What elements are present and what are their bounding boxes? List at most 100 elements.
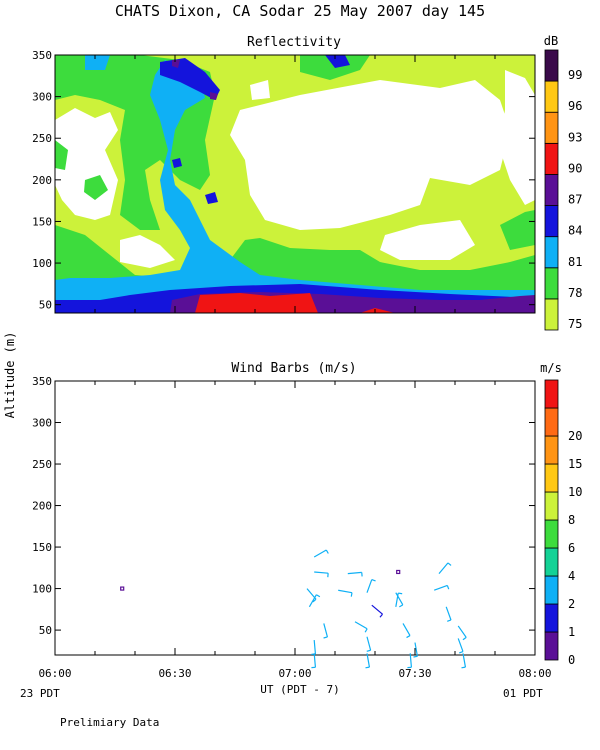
refl-purple-spot2 — [210, 92, 218, 100]
refl-cbar-label: 90 — [568, 161, 582, 175]
refl-ytick-label: 200 — [32, 174, 52, 187]
x-axis-label: UT (PDT - 7) — [260, 683, 339, 696]
wind-barb-shaft — [438, 562, 449, 575]
refl-white-center — [230, 80, 510, 230]
wind-barb-flag — [447, 619, 452, 622]
wind-cbar-swatch — [544, 631, 559, 661]
refl-white-low — [120, 235, 175, 268]
wind-ytick-label: 200 — [32, 500, 52, 513]
wind-barb-shaft — [308, 594, 317, 608]
wind-barb-shaft — [366, 636, 372, 651]
wind-barb-shaft — [395, 592, 404, 606]
refl-ytick-label: 100 — [32, 257, 52, 270]
wind-cbar-label: 15 — [568, 457, 582, 471]
reflectivity-field — [55, 55, 535, 313]
wind-cbar-label: 0 — [568, 653, 575, 667]
refl-green-blob — [84, 175, 108, 200]
x-tick-label: 07:00 — [278, 667, 311, 680]
wind-barb-flag — [459, 650, 464, 654]
refl-cbar-swatch — [544, 298, 559, 331]
wind-barbs — [120, 549, 467, 669]
refl-white-right — [500, 70, 535, 205]
reflectivity-cbar-unit: dB — [544, 34, 558, 48]
wind-barbs-title: Wind Barbs (m/s) — [231, 361, 356, 376]
wind-cbar-unit: m/s — [540, 361, 562, 375]
wind-barb-shaft — [445, 606, 452, 621]
wind-barb-flag — [365, 666, 370, 669]
y-axis-label: Altitude (m) — [3, 332, 17, 419]
wind-barb-shaft — [433, 584, 448, 591]
wind-barb-flag — [364, 628, 368, 633]
x-left-note: 23 PDT — [20, 687, 60, 700]
x-tick-label: 06:30 — [158, 667, 191, 680]
wind-barb-flag — [325, 549, 329, 554]
refl-blue-spot2 — [205, 192, 218, 204]
wind-cbar-label: 2 — [568, 597, 575, 611]
wind-cbar-swatch — [544, 463, 559, 493]
refl-ytick-label: 350 — [32, 49, 52, 62]
refl-cbar-label: 81 — [568, 255, 582, 269]
wind-ytick-label: 100 — [32, 583, 52, 596]
refl-cbar-label: 87 — [568, 193, 582, 207]
refl-red-small — [360, 308, 395, 313]
refl-red-core — [195, 293, 318, 313]
wind-cbar-swatch — [544, 379, 559, 409]
wind-barb-shaft — [366, 579, 373, 593]
refl-cbar-label: 93 — [568, 130, 582, 144]
refl-white-top — [250, 80, 270, 100]
x-right-note: 01 PDT — [503, 687, 543, 700]
x-tick-label: 08:00 — [518, 667, 551, 680]
refl-cbar-swatch — [544, 174, 559, 206]
refl-sky-top-left — [85, 55, 110, 70]
refl-blue-spot3 — [325, 55, 350, 68]
refl-cbar-swatch — [544, 205, 559, 238]
refl-cbar-swatch — [544, 236, 559, 269]
wind-barb-flag — [398, 592, 403, 595]
wind-cbar-swatch — [544, 435, 559, 465]
wind-ytick-label: 50 — [39, 624, 52, 637]
wind-barb-flag — [406, 635, 411, 639]
wind-barb-flag — [399, 604, 404, 608]
wind-cbar-swatch — [544, 491, 559, 521]
wind-barb-flag — [447, 562, 452, 566]
refl-cbar-swatch — [544, 49, 559, 82]
wind-ytick-label: 350 — [32, 375, 52, 388]
wind-barb-shaft — [366, 653, 371, 668]
wind-cbar-label: 1 — [568, 625, 575, 639]
wind-cbar-label: 20 — [568, 429, 582, 443]
wind-barb-flag — [350, 592, 353, 597]
wind-barb-shaft — [313, 653, 317, 668]
x-tick-label: 06:00 — [38, 667, 71, 680]
wind-cbar-swatch — [544, 519, 559, 549]
x-tick-label: 07:30 — [398, 667, 431, 680]
refl-ytick-label: 150 — [32, 215, 52, 228]
x-tick-labels: 06:00 06:30 07:00 07:30 08:00 — [38, 667, 551, 680]
wind-cbar-label: 10 — [568, 485, 582, 499]
refl-cbar-swatch — [544, 142, 559, 175]
wind-barb-flag — [323, 636, 328, 639]
wind-barb-flag — [462, 636, 467, 641]
wind-barb-shaft — [395, 592, 399, 607]
wind-barb-shaft — [347, 571, 362, 575]
refl-cbar-label: 84 — [568, 224, 582, 238]
reflectivity-colorbar: 75 78 81 84 87 90 93 96 99 — [544, 49, 582, 331]
wind-cbar-swatch — [544, 575, 559, 605]
wind-barb-shaft — [314, 571, 329, 574]
footer-note: Prelimiary Data — [60, 716, 159, 729]
refl-cbar-label: 99 — [568, 68, 582, 82]
wind-barb-shaft — [414, 642, 419, 657]
wind-barb-shaft — [409, 653, 413, 668]
refl-ytick-label: 300 — [32, 91, 52, 104]
wind-barb-shaft — [313, 549, 327, 558]
refl-green-right — [500, 210, 535, 250]
wind-ytick-label: 150 — [32, 541, 52, 554]
refl-cbar-label: 78 — [568, 286, 582, 300]
refl-sky-plume — [55, 60, 535, 313]
wind-cbar-label: 4 — [568, 569, 575, 583]
refl-cbar-swatch — [544, 111, 559, 144]
wind-barb-shaft — [457, 625, 467, 638]
refl-white-mid — [380, 220, 475, 260]
wind-cbar-swatch — [544, 407, 559, 437]
refl-cbar-swatch — [544, 267, 559, 300]
